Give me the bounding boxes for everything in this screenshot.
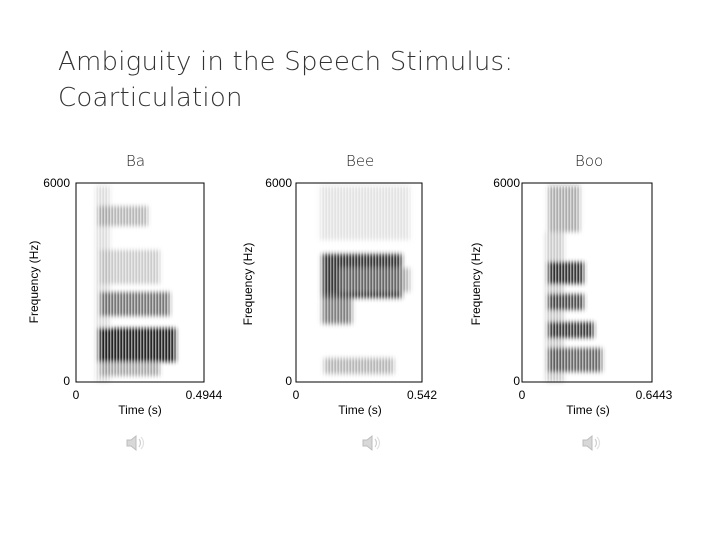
panel-label-boo: Boo: [575, 152, 604, 170]
x-tick-left: 0: [519, 388, 526, 402]
x-axis-label: Time (s): [338, 403, 382, 417]
x-tick-left: 0: [293, 388, 300, 402]
x-tick-left: 0: [73, 388, 80, 402]
plot-frame: [521, 182, 653, 383]
title-line-2: Coarticulation: [58, 83, 243, 113]
x-tick-right: 0.542: [407, 388, 437, 402]
plot-frame: [295, 182, 423, 383]
x-axis-label: Time (s): [566, 403, 610, 417]
y-axis-label: Frequency (Hz): [27, 241, 41, 324]
spectrogram-ba-svg: 6000 0 Frequency (Hz) 0 0.4944 Time (s): [27, 176, 223, 417]
y-axis-label: Frequency (Hz): [469, 243, 483, 326]
y-tick-bottom: 0: [513, 374, 520, 388]
spectrogram-bee-svg: 6000 0 Frequency (Hz) 0 0.542 Time (s): [241, 176, 437, 417]
y-tick-top: 6000: [493, 176, 520, 190]
panel-label-ba: Ba: [126, 152, 146, 170]
x-axis-label: Time (s): [118, 403, 162, 417]
y-axis-label: Frequency (Hz): [241, 243, 255, 326]
spectrogram-ba: 6000 0 Frequency (Hz) 0 0.4944 Time (s): [20, 172, 230, 422]
spectrogram-bee: 6000 0 Frequency (Hz) 0 0.542 Time (s): [240, 172, 450, 422]
speaker-icon[interactable]: [124, 432, 146, 454]
title-line-1: Ambiguity in the Speech Stimulus:: [58, 47, 514, 77]
slide-title: Ambiguity in the Speech Stimulus: Coarti…: [58, 44, 678, 116]
y-tick-bottom: 0: [285, 374, 292, 388]
y-tick-top: 6000: [43, 176, 70, 190]
speaker-icon[interactable]: [360, 432, 382, 454]
spectrogram-boo: 6000 0 Frequency (Hz) 0 0.6443 Time (s): [468, 172, 688, 422]
y-tick-top: 6000: [265, 176, 292, 190]
y-tick-bottom: 0: [63, 374, 70, 388]
x-tick-right: 0.4944: [186, 388, 223, 402]
panel-label-bee: Bee: [346, 152, 375, 170]
spectrogram-boo-svg: 6000 0 Frequency (Hz) 0 0.6443 Time (s): [469, 176, 673, 417]
x-tick-right: 0.6443: [636, 388, 673, 402]
speaker-icon[interactable]: [580, 432, 602, 454]
plot-frame: [75, 182, 205, 383]
